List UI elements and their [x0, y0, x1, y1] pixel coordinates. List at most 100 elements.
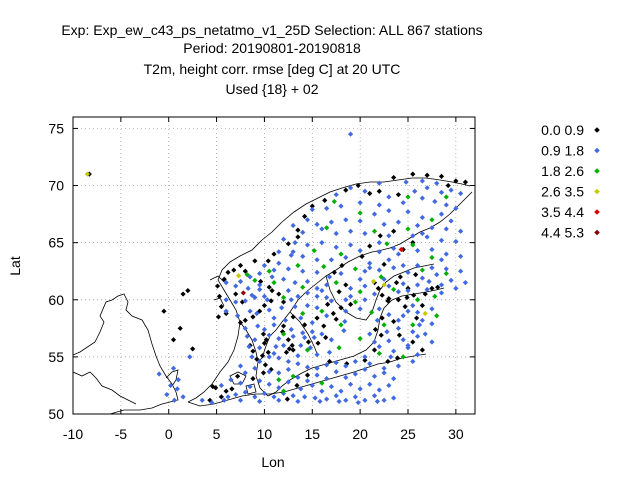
station-point — [414, 282, 421, 288]
station-point — [405, 226, 411, 232]
y-axis-label: Lat — [7, 256, 23, 276]
station-point — [419, 214, 425, 221]
station-point — [405, 209, 411, 215]
station-point — [280, 331, 287, 337]
station-point — [314, 305, 320, 311]
legend-marker — [594, 168, 600, 174]
station-point — [269, 288, 275, 294]
station-point — [312, 395, 318, 401]
station-point — [453, 238, 459, 245]
station-point — [411, 292, 417, 298]
station-point — [237, 397, 244, 403]
station-point — [263, 337, 269, 343]
station-markers — [84, 131, 469, 406]
station-point — [458, 190, 464, 197]
station-point — [242, 317, 248, 323]
station-point — [333, 369, 339, 375]
station-point — [343, 297, 349, 303]
station-point — [276, 397, 282, 403]
station-point — [347, 228, 354, 234]
station-point — [422, 331, 428, 337]
station-point — [314, 372, 320, 378]
station-point — [453, 205, 459, 211]
station-point — [276, 336, 282, 342]
legend-marker — [594, 127, 600, 133]
legend: 0.0 0.9 0.9 1.8 1.8 2.6 2.6 3.5 3.5 4.4 4.4 5… — [541, 122, 600, 241]
station-point — [304, 347, 311, 353]
station-point — [414, 333, 421, 339]
station-point — [448, 277, 454, 283]
station-point — [405, 308, 411, 314]
station-point — [285, 266, 291, 272]
station-point — [284, 396, 290, 402]
station-point — [391, 375, 397, 382]
station-point — [362, 230, 368, 237]
station-point — [412, 188, 418, 194]
station-point — [333, 192, 339, 198]
station-point — [285, 288, 291, 294]
station-point — [429, 285, 435, 291]
y-tick-label: 60 — [48, 292, 64, 308]
station-point — [347, 381, 354, 387]
station-point — [177, 325, 183, 331]
station-point — [429, 254, 435, 261]
station-point — [164, 391, 170, 398]
station-point — [378, 274, 384, 280]
station-point — [377, 233, 383, 239]
station-point — [300, 330, 306, 336]
station-point — [443, 194, 449, 200]
station-point — [302, 334, 308, 341]
station-point — [381, 282, 387, 288]
station-point — [271, 251, 277, 257]
station-point — [357, 210, 363, 216]
station-point — [271, 350, 277, 357]
station-point — [384, 329, 390, 335]
station-point — [271, 280, 277, 286]
station-point — [391, 318, 397, 325]
station-point — [207, 397, 213, 403]
station-point — [367, 190, 373, 197]
station-point — [315, 340, 321, 346]
station-point — [266, 354, 272, 360]
station-point — [235, 313, 241, 319]
x-axis-label: Lon — [261, 454, 284, 470]
station-point — [250, 375, 256, 382]
station-point — [295, 374, 301, 381]
station-point — [376, 267, 382, 273]
plot-frame — [72, 116, 476, 415]
station-point — [311, 334, 317, 341]
station-point — [386, 257, 392, 263]
station-point — [257, 270, 263, 277]
station-point — [255, 323, 261, 329]
station-point — [262, 362, 268, 368]
station-point — [309, 203, 315, 209]
station-point — [252, 365, 258, 371]
station-point — [416, 322, 423, 328]
station-point — [398, 246, 404, 253]
station-point — [413, 272, 419, 278]
station-point — [362, 354, 368, 360]
station-point — [410, 358, 416, 365]
station-point — [314, 293, 320, 299]
station-point — [254, 310, 260, 317]
station-point — [254, 356, 260, 362]
station-point — [386, 194, 392, 200]
station-point — [249, 354, 255, 360]
station-point — [376, 188, 382, 194]
station-point — [324, 313, 330, 319]
station-point — [180, 394, 186, 400]
station-point — [170, 337, 177, 343]
legend-label: 0.0 0.9 — [541, 122, 584, 138]
station-point — [268, 366, 274, 373]
station-point — [233, 283, 239, 289]
legend-label: 3.5 4.4 — [541, 204, 584, 220]
station-point — [376, 350, 382, 357]
legend-label: 1.8 2.6 — [541, 163, 584, 179]
station-point — [395, 317, 402, 323]
x-tick-label: 5 — [213, 426, 221, 442]
station-point — [233, 391, 239, 398]
station-point — [174, 386, 180, 392]
station-point — [266, 369, 272, 375]
station-point — [199, 397, 205, 403]
station-point — [321, 323, 327, 329]
